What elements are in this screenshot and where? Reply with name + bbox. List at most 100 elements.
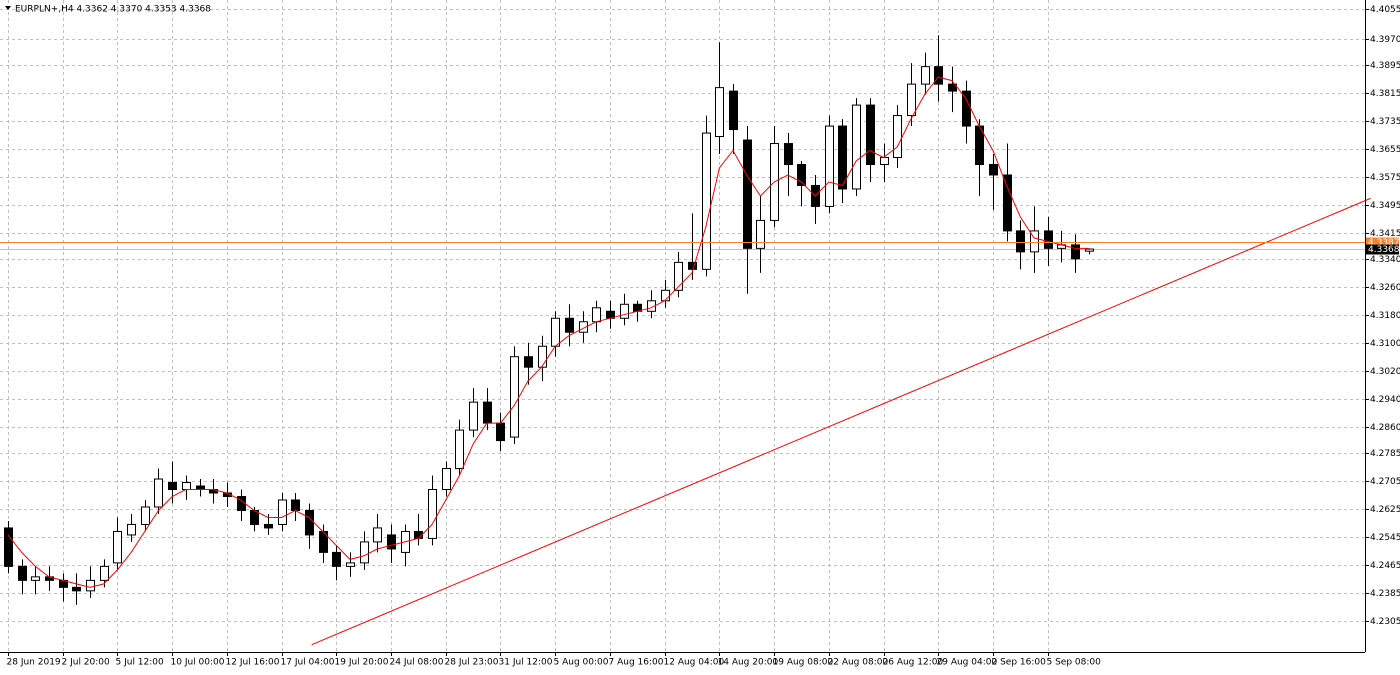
candle-body	[360, 541, 369, 564]
y-tick-label: 4.2545	[1370, 533, 1400, 543]
candle-body	[72, 586, 81, 592]
x-tick-label: 19 Aug 08:00	[773, 658, 834, 668]
candle-body	[756, 219, 765, 249]
x-tick-label: 7 Aug 16:00	[609, 658, 664, 668]
y-tick-label: 4.2625	[1370, 505, 1400, 515]
y-tick-label: 4.3895	[1370, 61, 1400, 71]
candle-body	[373, 527, 382, 543]
bid-label: 4.3368	[1368, 245, 1400, 255]
candle-body	[141, 506, 150, 525]
candle-body	[784, 143, 793, 165]
y-tick-label: 4.3260	[1370, 283, 1400, 293]
x-tick-label: 5 Aug 00:00	[554, 658, 609, 668]
candle-body	[100, 565, 109, 581]
y-tick-label: 4.4055	[1370, 5, 1400, 15]
candle-body	[1071, 244, 1080, 260]
y-tick-label: 4.3100	[1370, 339, 1400, 349]
x-tick-label: 24 Jul 08:00	[390, 658, 444, 668]
candle-body	[332, 551, 341, 567]
candle-body	[866, 104, 875, 166]
candle-body	[565, 317, 574, 333]
candle-body	[483, 401, 492, 424]
candle-body	[620, 303, 629, 319]
candle-body	[551, 317, 560, 347]
y-tick-label: 4.2465	[1370, 561, 1400, 571]
candle-body	[469, 401, 478, 431]
y-tick-label: 4.3735	[1370, 117, 1400, 127]
candle-body	[1003, 174, 1012, 232]
candle-body	[715, 87, 724, 138]
candle-body	[825, 125, 834, 207]
candle-body	[893, 115, 902, 159]
candle-body	[264, 523, 273, 529]
candle-body	[1016, 230, 1025, 253]
x-tick-label: 10 Jul 00:00	[171, 658, 225, 668]
x-tick-label: 12 Aug 04:00	[664, 658, 725, 668]
candle-body	[989, 164, 998, 176]
menu-arrow[interactable]	[5, 6, 11, 10]
x-tick-label: 22 Aug 08:00	[828, 658, 889, 668]
candle-body	[838, 125, 847, 190]
y-tick-label: 4.2705	[1370, 477, 1400, 487]
candle-body	[455, 429, 464, 470]
candle-body	[674, 261, 683, 291]
candle-body	[907, 83, 916, 117]
candle-body	[743, 139, 752, 249]
candle-body	[182, 482, 191, 490]
candle-body	[934, 66, 943, 85]
candle-body	[154, 478, 163, 508]
candle-body	[86, 579, 95, 592]
candle-body	[291, 499, 300, 511]
y-tick-label: 4.2940	[1370, 395, 1400, 405]
y-tick-label: 4.2385	[1370, 589, 1400, 599]
candle-body	[1044, 230, 1053, 249]
candle-body	[592, 307, 601, 323]
x-tick-label: 19 Jul 20:00	[335, 658, 389, 668]
candle-body	[852, 104, 861, 190]
y-tick-label: 4.2860	[1370, 423, 1400, 433]
moving-average	[7, 76, 1089, 588]
x-tick-label: 2 Sep 16:00	[992, 658, 1047, 668]
candle-body	[797, 164, 806, 186]
x-tick-label: 28 Jun 2019	[7, 658, 61, 668]
y-tick-label: 4.3655	[1370, 145, 1400, 155]
candle-body	[168, 482, 177, 490]
y-tick-label: 4.3340	[1370, 255, 1400, 265]
x-tick-label: 5 Jul 12:00	[116, 658, 165, 668]
candle-body	[921, 66, 930, 85]
x-tick-label: 28 Jul 23:00	[445, 658, 499, 668]
candle-body	[18, 565, 27, 581]
x-tick-label: 14 Aug 20:00	[718, 658, 779, 668]
y-tick-label: 4.2785	[1370, 449, 1400, 459]
candle-body	[4, 527, 13, 567]
candle-body	[1085, 248, 1094, 252]
candle-body	[729, 90, 738, 131]
x-tick-label: 17 Jul 04:00	[281, 658, 335, 668]
y-tick-label: 4.3180	[1370, 311, 1400, 321]
y-tick-label: 4.3815	[1370, 89, 1400, 99]
candle-body	[510, 356, 519, 438]
candle-body	[538, 345, 547, 368]
x-tick-label: 31 Jul 12:00	[499, 658, 553, 668]
candle-body	[387, 534, 396, 550]
candle-body	[496, 422, 505, 442]
candle-body	[579, 321, 588, 333]
candle-body	[1030, 230, 1039, 253]
price-label-box	[1366, 237, 1399, 248]
candle-body	[702, 132, 711, 270]
candle-body	[305, 509, 314, 536]
y-tick-label: 4.2305	[1370, 617, 1400, 627]
y-tick-label: 4.3020	[1370, 367, 1400, 377]
candle-body	[880, 157, 889, 166]
candle-body	[948, 83, 957, 92]
candle-body	[278, 499, 287, 525]
candle-body	[442, 468, 451, 490]
bid-label-box	[1366, 244, 1399, 255]
y-tick-label: 4.3575	[1370, 173, 1400, 183]
candle-body	[428, 489, 437, 539]
candle-body	[196, 485, 205, 490]
candle-body	[31, 576, 40, 581]
